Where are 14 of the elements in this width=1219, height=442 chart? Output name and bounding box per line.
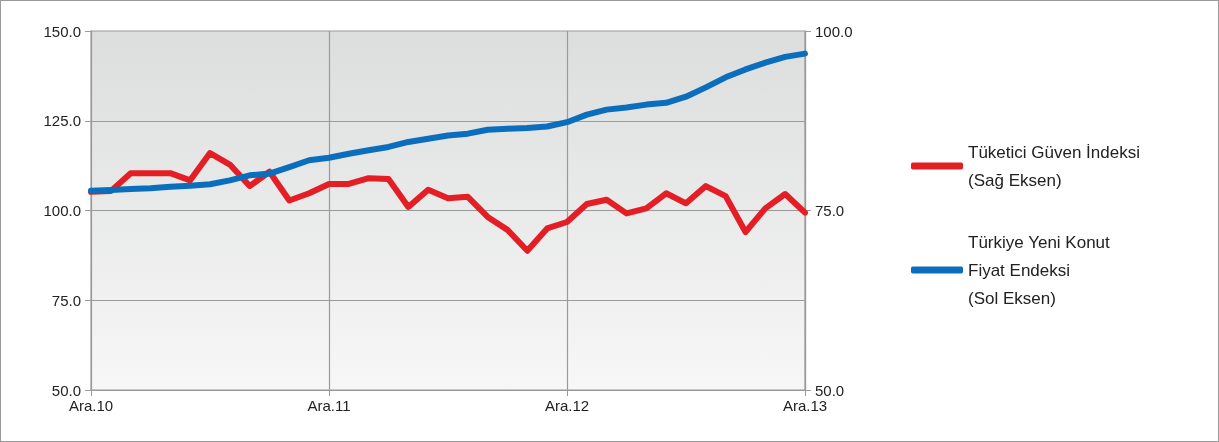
- legend-label: Türkiye Yeni Konut Fiyat Endeksi (Sol Eksen): [968, 232, 1111, 308]
- y2-tick-label: 50.0: [815, 381, 845, 399]
- y-tick-label: 50.0: [51, 381, 81, 399]
- y-tick-label: 75.0: [51, 291, 81, 309]
- x-tick-label: Ara.13: [782, 397, 828, 414]
- y2-tick-label: 100.0: [815, 22, 853, 40]
- y-tick-label: 150.0: [43, 22, 81, 40]
- legend-label: Tüketici Güven İndeksi (Sağ Eksen): [968, 142, 1140, 190]
- x-tick-label: Ara.10: [68, 397, 114, 414]
- y-tick-label: 100.0: [43, 202, 81, 219]
- y-tick-label: 125.0: [43, 112, 81, 130]
- y2-tick-label: 75.0: [815, 202, 845, 219]
- x-tick-label: Ara.12: [544, 397, 590, 414]
- x-tick-label: Ara.11: [307, 397, 351, 414]
